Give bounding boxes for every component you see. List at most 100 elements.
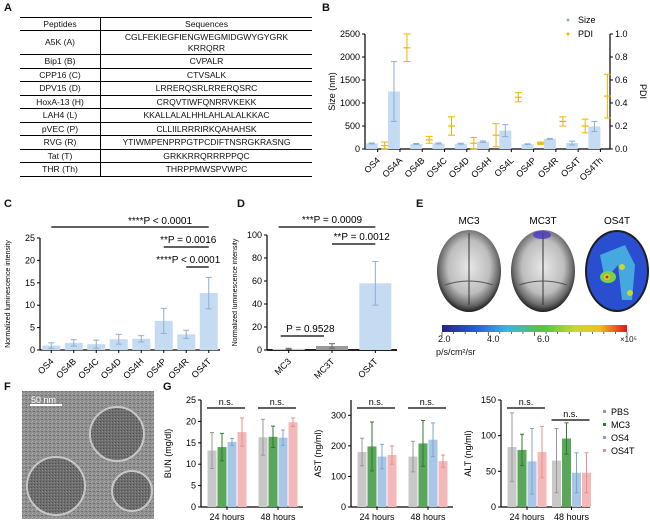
y-axis-label: Normalized luminescence intensity [5, 240, 12, 348]
peptide-name: LAH4 (L) [20, 108, 101, 123]
x-tick-label: OS4D [447, 155, 472, 180]
scale-bar-label: 50 nm [31, 395, 57, 405]
sig-label: P = 0.9528 [286, 324, 335, 335]
y-axis-label: ALT (ng/ml) [463, 430, 473, 476]
x-tick-label: OS4B [54, 356, 78, 380]
y-tick-label: 0 [341, 502, 346, 512]
x-tick-label: OS4A [380, 155, 404, 179]
peptide-name: A5K (A) [20, 30, 101, 55]
bar-size-OS4T [566, 143, 579, 149]
x-tick-label: OS4P [144, 356, 168, 380]
peptide-sequence: THRPPMWSPVWPC [100, 162, 312, 177]
y-tick-label: 500 [345, 121, 360, 131]
bar-size-OS4Th [588, 126, 601, 149]
bar-MC3-48-hours [268, 436, 278, 507]
bar-PBS-24-hours [357, 451, 367, 507]
table-row: HoxA-13 (H) CRQVTIWFQNRRVKEKK [20, 95, 312, 109]
table-row: Tat (T) GRKKRRQRRRPPQC [20, 149, 312, 163]
sig-label: **P = 0.0016 [160, 235, 217, 246]
y-tick-label: 20 [186, 416, 196, 426]
panel-e-brain-imaging: MC3 MC3T OS4T [437, 216, 649, 336]
y-axis-label: PDI [638, 84, 648, 99]
peptide-name: DPV15 (D) [20, 81, 101, 96]
bar-size-OS4R [543, 138, 556, 149]
x-tick-label: OS4P [514, 155, 538, 179]
header-peptides: Peptides [20, 17, 101, 31]
x-tick-label: OS4T [356, 356, 380, 380]
peptide-sequence: CTVSALK [100, 68, 312, 82]
bar-OS4T-24-hours [387, 455, 397, 507]
chart-g-bun: 0 5 10 15 20 25 BUN (mg/dl) 24 hours n.s. 48 hour… [163, 395, 303, 522]
peptide-name: HoxA-13 (H) [20, 95, 101, 109]
bar-OS4R [177, 334, 196, 350]
peptide-name: RVG (R) [20, 135, 101, 150]
y-tick-label: 40 [252, 299, 262, 309]
bar-size-OS4B [410, 143, 423, 149]
sig-label: n.s. [369, 397, 384, 407]
legend-marker-pdi [566, 32, 570, 36]
legend-marker-os4 [603, 436, 606, 439]
legend-label-size: Size [578, 15, 596, 25]
panel-letter-d: D [237, 198, 245, 210]
sig-label: ***P = 0.0009 [302, 215, 363, 226]
x-group-label: 48 hours [260, 512, 296, 522]
x-group-label: 24 hours [209, 512, 245, 522]
legend-label-os4: OS4 [611, 433, 629, 443]
y-tick-label: 0.6 [615, 75, 628, 85]
y-tick-label: 300 [331, 410, 346, 420]
peptide-name: pVEC (P) [20, 122, 101, 136]
y-tick-label: 0 [355, 144, 360, 154]
y-tick-label: 150 [481, 395, 496, 405]
x-tick-label: OS4 [36, 356, 56, 376]
y-tick-label: 200 [331, 441, 346, 451]
bar-size-OS4 [365, 143, 378, 149]
sig-label: n.s. [519, 397, 534, 407]
panel-letter-b: B [322, 2, 330, 14]
brain-label-mc3: MC3 [458, 216, 480, 227]
x-tick-label: OS4Th [578, 155, 605, 182]
table-row: A5K (A) CGLFEKIEGFIENGWEGMIDGWYGYGRK KRRQR… [20, 30, 312, 55]
header-sequences: Sequences [100, 17, 312, 31]
peptide-name: CPP16 (C) [20, 68, 101, 82]
panel-letter-a: A [4, 2, 12, 14]
y-tick-label: 15 [25, 278, 35, 288]
table-row: Bip1 (B) CVPALR [20, 54, 312, 69]
y-tick-label: 0 [257, 345, 262, 355]
table-row: LAH4 (L) KKALLALALHHLAHLALALKKAC [20, 108, 312, 123]
chart-g-alt: 0 50 100 150 ALT (ng/ml) 24 hours n.s. 48 hours… [463, 395, 635, 522]
legend-label-pdi: PDI [578, 29, 593, 39]
y-tick-label: 0.0 [615, 144, 628, 154]
y-tick-label: 100 [247, 230, 262, 240]
panel-letter-c: C [4, 198, 12, 210]
x-tick-label: OS4T [189, 356, 213, 380]
legend-label-mc3: MC3 [611, 420, 630, 430]
bar-OS4T-48-hours [288, 422, 298, 507]
y-tick-label: 0.2 [615, 121, 628, 131]
scale-bar [30, 404, 62, 406]
bar-OS4-48-hours [428, 439, 438, 507]
table-header-row: Peptides Sequences [20, 17, 312, 31]
table-row: pVEC (P) CLLIILRRRIRKQAHAHSK [20, 122, 312, 136]
peptide-name: THR (Th) [20, 162, 101, 177]
bar-OS4T-48-hours [438, 461, 448, 507]
y-tick-label: 0 [491, 502, 496, 512]
colorbar-unit: p/s/cm²/sr [436, 347, 476, 357]
x-tick-label: OS4D [99, 356, 124, 380]
y-tick-label: 20 [25, 255, 35, 265]
bar-PBS-48-hours [408, 456, 418, 507]
table-row: CPP16 (C) CTVSALK [20, 68, 312, 82]
chart-d-luminescence: 0 20 40 60 80 100 Normalized luminescence inte… [232, 215, 397, 380]
sequence-line: KRRQRR [187, 42, 226, 53]
y-axis-label: BUN (mg/dl) [163, 429, 173, 479]
y-tick-label: 50 [486, 466, 496, 476]
y-tick-label: 100 [331, 471, 346, 481]
bar-MC3-48-hours [418, 443, 428, 507]
x-tick-label: OS4C [425, 155, 450, 180]
legend-marker-pbs [603, 410, 606, 413]
sig-label: ****P < 0.0001 [156, 255, 220, 266]
y-tick-label: 25 [25, 233, 35, 243]
x-group-label: 48 hours [554, 512, 590, 522]
bar-OS4T-24-hours [537, 452, 547, 507]
bar-size-OS4L [499, 130, 512, 149]
brain-label-mc3t: MC3T [529, 216, 556, 227]
